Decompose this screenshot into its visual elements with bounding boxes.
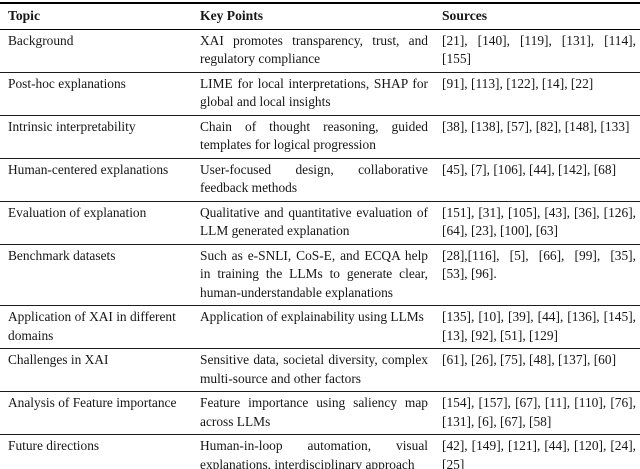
topic-cell: Application of XAI in different domains (0, 305, 200, 349)
key-points-cell: User-focused design, collaborative feedb… (200, 157, 442, 201)
table-row: Challenges in XAI Sensitive data, societ… (0, 348, 640, 392)
table-row: Analysis of Feature importance Feature i… (0, 391, 640, 435)
sources-cell: [135], [10], [39], [44], [136], [145], [… (442, 305, 640, 349)
table-row: Application of XAI in different domains … (0, 305, 640, 349)
key-points-cell: Sensitive data, societal diversity, comp… (200, 348, 442, 392)
key-points-cell: Application of explainability using LLMs (200, 305, 442, 349)
topic-cell: Benchmark datasets (0, 243, 200, 306)
topic-cell: Future directions (0, 434, 200, 469)
sources-cell: [61], [26], [75], [48], [137], [60] (442, 348, 640, 392)
topic-cell: Intrinsic interpretability (0, 114, 200, 158)
sources-cell: [91], [113], [122], [14], [22] (442, 71, 640, 115)
topic-cell: Human-centered explanations (0, 157, 200, 201)
sources-cell: [154], [157], [67], [11], [110], [76], [… (442, 391, 640, 435)
sources-cell: [28],[116], [5], [66], [99], [35], [53],… (442, 243, 640, 306)
table-row: Evaluation of explanation Qualitative an… (0, 200, 640, 244)
key-points-cell: Such as e-SNLI, CoS-E, and ECQA help in … (200, 243, 442, 306)
topic-cell: Challenges in XAI (0, 348, 200, 392)
table-row: Background XAI promotes transparency, tr… (0, 29, 640, 72)
sources-cell: [21], [140], [119], [131], [114], [155] (442, 32, 636, 67)
table-row: Benchmark datasets Such as e-SNLI, CoS-E… (0, 243, 640, 306)
key-points-cell: LIME for local interpretations, SHAP for… (200, 71, 442, 115)
topic-cell: Evaluation of explanation (0, 200, 200, 244)
key-points-cell: Chain of thought reasoning, guided templ… (200, 114, 442, 158)
table-row: Future directions Human-in-loop automati… (0, 434, 640, 469)
sources-cell: [151], [31], [105], [43], [36], [126], [… (442, 200, 640, 244)
key-points-cell: Feature importance using saliency map ac… (200, 391, 442, 435)
key-points-cell: Qualitative and quantitative evaluation … (200, 200, 442, 244)
table-header-row: Topic Key Points Sources (0, 3, 640, 30)
column-header-key-points: Key Points (200, 3, 442, 30)
topic-cell: Analysis of Feature importance (0, 391, 200, 435)
table-row: Intrinsic interpretability Chain of thou… (0, 114, 640, 158)
sources-cell: [42], [149], [121], [44], [120], [24], [… (442, 434, 640, 469)
column-header-topic: Topic (0, 3, 200, 30)
table-row: Post-hoc explanations LIME for local int… (0, 71, 640, 115)
column-header-sources: Sources (442, 3, 640, 30)
sources-cell: [45], [7], [106], [44], [142], [68] (442, 157, 640, 201)
topic-cell: Background (8, 32, 74, 48)
table-row: Human-centered explanations User-focused… (0, 157, 640, 201)
key-points-cell: XAI promotes transparency, trust, and re… (200, 32, 428, 67)
topic-cell: Post-hoc explanations (0, 71, 200, 115)
key-points-cell: Human-in-loop automation, visual explana… (200, 434, 442, 469)
sources-cell: [38], [138], [57], [82], [148], [133] (442, 114, 640, 158)
